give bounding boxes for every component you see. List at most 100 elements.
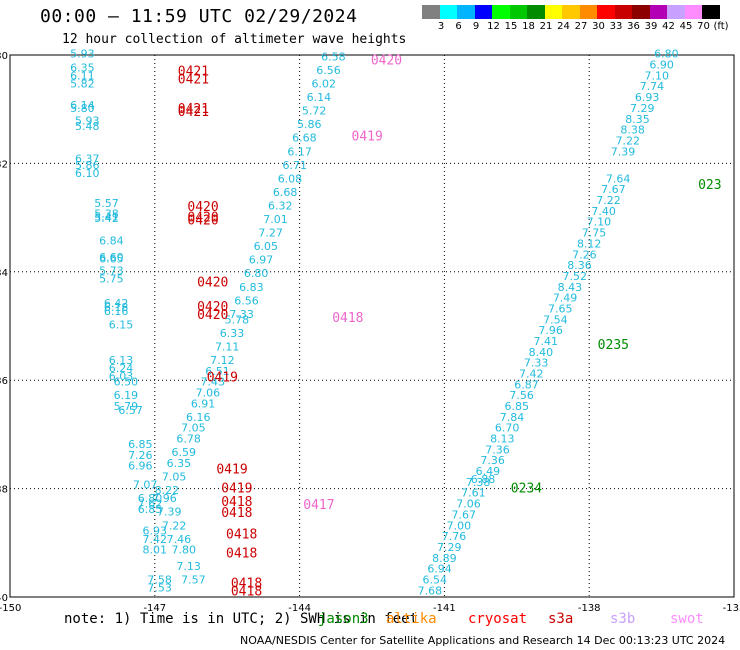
legend-item-s3b: s3b <box>610 611 636 627</box>
swh-value-label: 5.42 <box>94 212 119 225</box>
swh-value-label: 6.05 <box>254 240 279 253</box>
colorbar-swatch <box>457 5 475 19</box>
swh-value-label: 7.36 <box>485 443 510 456</box>
swh-value-label: 6.54 <box>422 573 447 586</box>
colorbar-swatch <box>667 5 685 19</box>
swh-value-label: 7.84 <box>500 411 525 424</box>
pass-time-label: 0420 <box>197 276 228 291</box>
colorbar-label: 3 <box>437 21 445 32</box>
pass-time-label: 023 <box>698 178 721 193</box>
pass-time-label: 0420 <box>187 211 218 226</box>
pass-time-label: 0418 <box>231 576 262 591</box>
swh-value-label: 6.80 <box>654 48 679 61</box>
colorbar-label: 27 <box>574 21 588 32</box>
swh-value-label: 6.83 <box>239 281 264 294</box>
swh-value-label: 6.85 <box>128 438 153 451</box>
swh-value-label: 6.49 <box>476 465 501 478</box>
legend-item-swot: swot <box>670 611 704 627</box>
pass-time-label: 0419 <box>221 482 252 497</box>
swh-value-label: 6.70 <box>495 422 520 435</box>
y-tick-label: -40 <box>0 593 8 604</box>
swh-value-label: 7.80 <box>172 544 197 557</box>
pass-time-label: 0421 <box>178 102 209 117</box>
swh-value-label: 5.93 <box>70 48 95 61</box>
pass-time-label: 0235 <box>598 338 629 353</box>
colorbar-label: 15 <box>504 21 518 32</box>
swh-value-label: 6.80 <box>244 267 269 280</box>
x-tick-label: -138 <box>578 603 601 614</box>
x-tick-label: -135 <box>723 603 740 614</box>
swh-value-label: 7.12 <box>210 354 235 367</box>
swh-value-label: 7.68 <box>418 584 443 597</box>
page-subtitle: 12 hour collection of altimeter wave hei… <box>62 32 407 47</box>
swh-value-label: 6.10 <box>75 167 100 180</box>
colorbar-swatch <box>422 5 440 19</box>
swh-value-label: 7.33 <box>229 308 254 321</box>
swh-value-label: 8.13 <box>490 433 515 446</box>
swh-value-label: 6.80 <box>138 492 163 505</box>
swh-value-label: 8.40 <box>529 346 554 359</box>
pass-time-label: 0418 <box>221 506 252 521</box>
swh-value-label: 7.62 <box>138 498 163 511</box>
swh-value-label: 7.26 <box>128 449 153 462</box>
colorbar-swatch <box>702 5 720 19</box>
swh-value-label: 7.13 <box>176 560 201 573</box>
pass-time-label: 0420 <box>187 213 218 228</box>
pass-time-label: 0418 <box>221 495 252 510</box>
colorbar-label: 39 <box>644 21 658 32</box>
swh-value-label: 7.10 <box>587 216 612 229</box>
swh-value-label: 7.46 <box>167 533 192 546</box>
swh-value-label: 5.78 <box>225 313 250 326</box>
swh-value-label: 8.12 <box>577 237 602 250</box>
swh-value-label: 6.56 <box>234 294 259 307</box>
colorbar-swatch <box>597 5 615 19</box>
swh-value-label: 5.86 <box>297 118 322 131</box>
swh-value-label: 7.52 <box>562 270 587 283</box>
colorbar-swatch <box>562 5 580 19</box>
swh-value-label: 7.43 <box>200 376 225 389</box>
colorbar-label: 24 <box>557 21 570 32</box>
colorbar-label: 45 <box>679 21 693 32</box>
swh-value-label: 7.64 <box>606 172 631 185</box>
swh-value-label: 6.32 <box>268 199 293 212</box>
page-title: 00:00 – 11:59 UTC 02/29/2024 <box>40 6 358 27</box>
swh-value-label: 7.06 <box>196 386 221 399</box>
swh-value-label: 7.07 <box>133 479 158 492</box>
colorbar-label: 12 <box>487 21 500 32</box>
colorbar-label: (ft) <box>713 21 729 32</box>
pass-time-label: 0418 <box>226 547 257 562</box>
swh-value-label: 6.50 <box>114 376 139 389</box>
colorbar-swatch <box>527 5 545 19</box>
swh-value-label: 6.35 <box>167 457 192 470</box>
swh-value-label: 5.93 <box>75 114 100 127</box>
swh-value-label: 8.38 <box>620 124 645 137</box>
legend-item-altika: altika <box>386 611 437 627</box>
legend-item-s3a: s3a <box>548 611 574 627</box>
swh-value-label: 6.14 <box>307 91 332 104</box>
swh-value-label: 8.43 <box>558 281 583 294</box>
credit-line: NOAA/NESDIS Center for Satellite Applica… <box>240 634 726 647</box>
swh-value-label: 6.37 <box>75 152 100 165</box>
pass-time-label: 0419 <box>207 370 238 385</box>
swh-value-label: 6.11 <box>70 69 95 82</box>
swh-value-label: 8.22 <box>155 484 180 497</box>
swh-value-label: 7.39 <box>157 506 182 519</box>
swh-value-label: 7.40 <box>591 205 616 218</box>
swh-value-label: 6.97 <box>249 254 274 267</box>
pass-time-label: 0419 <box>352 129 383 144</box>
swh-value-label: 8.89 <box>432 552 457 565</box>
colorbar-label: 6 <box>455 21 462 32</box>
y-tick-label: -34 <box>0 268 8 279</box>
swh-value-label: 6.35 <box>70 61 95 74</box>
y-tick-label: -30 <box>0 51 8 62</box>
pass-time-label: 0420 <box>197 300 228 315</box>
swh-value-label: 7.61 <box>461 487 486 500</box>
swh-value-label: 6.71 <box>283 159 308 172</box>
swh-value-label: 6.14 <box>70 99 95 112</box>
swh-value-label: 6.85 <box>505 400 530 413</box>
swh-value-label: 7.96 <box>152 492 177 505</box>
pass-time-label: 0421 <box>178 64 209 79</box>
swh-value-label: 7.05 <box>181 422 206 435</box>
swh-value-label: 7.42 <box>143 533 168 546</box>
swh-value-label: 6.13 <box>109 354 134 367</box>
